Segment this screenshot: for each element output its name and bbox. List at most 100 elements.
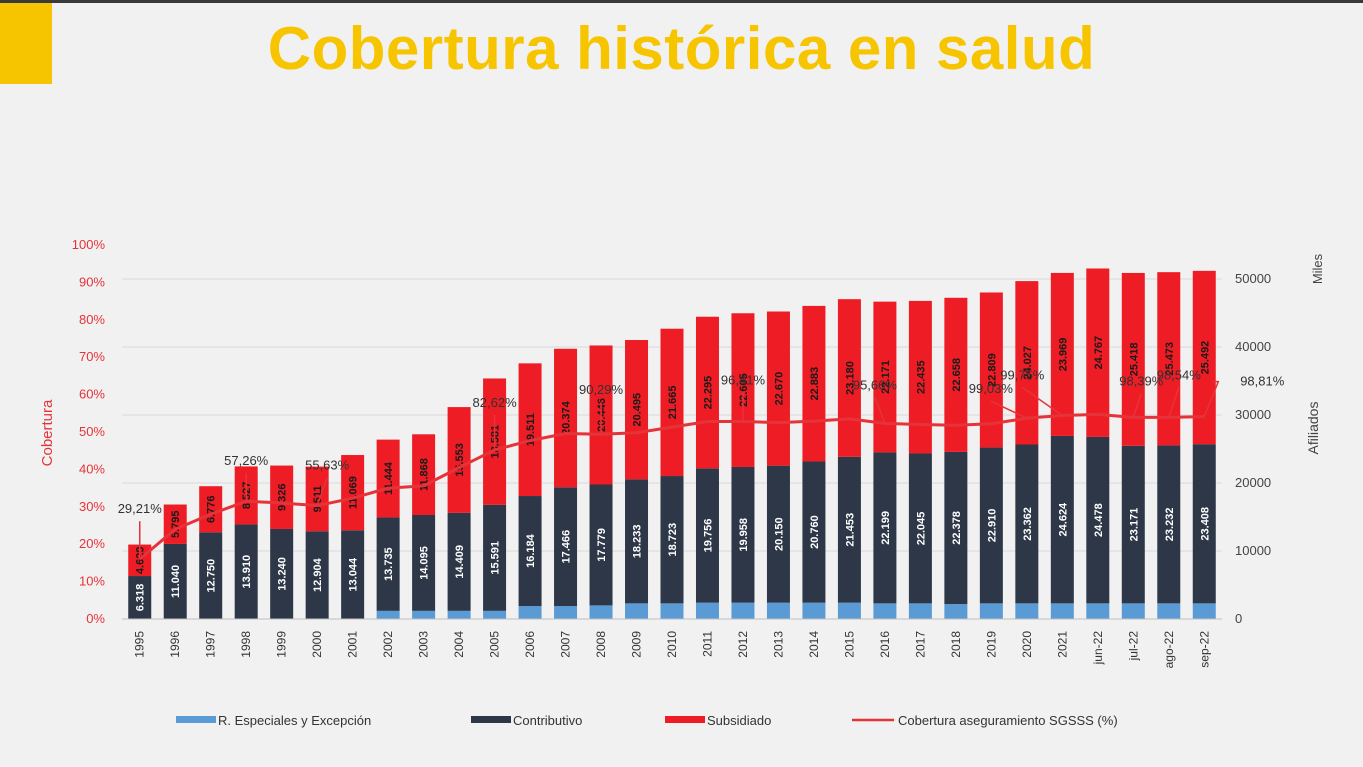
coverage-annotation: 95,66% [853,377,898,392]
bar-subsidiado [731,313,755,467]
bar-subsidiado [979,292,1003,448]
bar-especiales [412,610,436,619]
label-subsidiado: 22.883 [809,367,821,401]
category-label: 2019 [984,631,998,658]
bar-contributivo [1121,445,1145,604]
bar-subsidiado [873,301,897,453]
bar-contributivo [766,465,790,603]
coverage-annotation: 98,81% [1240,374,1285,389]
category-label: 2016 [878,631,892,658]
label-subsidiado: 22.670 [773,372,785,406]
label-contributivo: 20.150 [773,517,785,551]
annotation-leader [1021,386,1063,417]
label-subsidiado: 25.492 [1199,341,1211,375]
bar-especiales [979,603,1003,619]
label-contributivo: 13.044 [348,557,360,592]
bar-contributivo [1015,444,1039,604]
bar-especiales [1121,603,1145,619]
annotation-leader [1168,387,1180,418]
bar-subsidiado [554,348,578,488]
label-contributivo: 21.453 [844,513,856,547]
label-contributivo: 23.232 [1164,508,1176,542]
bar-especiales [1157,603,1181,619]
coverage-annotation: 99,03% [969,381,1014,396]
bar-subsidiado [944,297,968,452]
bar-especiales [518,606,542,619]
bar-contributivo [695,468,719,603]
bar-especiales [554,606,578,619]
right-axis-tick: 10000 [1235,543,1271,558]
label-subsidiado: 9.326 [277,483,289,511]
right-axis-tick: 30000 [1235,407,1271,422]
label-subsidiado: 22.171 [880,360,892,394]
page-title: Cobertura histórica en salud [267,15,1096,82]
category-label: 2014 [807,631,821,658]
left-axis-tick: 50% [79,424,105,439]
legend-label-especiales: R. Especiales y Excepción [218,713,371,728]
label-contributivo: 12.750 [206,559,218,593]
label-subsidiado: 20.495 [632,393,644,427]
bar-contributivo [234,524,258,619]
left-axis-tick: 40% [79,461,105,476]
bar-contributivo [518,496,542,607]
right-axis-tick: 0 [1235,611,1242,626]
accent-block [0,3,52,84]
category-label: 2000 [310,631,324,658]
label-subsidiado: 22.605 [738,373,750,407]
bar-contributivo [199,532,223,619]
category-label: 2013 [771,631,785,658]
left-axis-tick: 60% [79,387,105,402]
bar-subsidiado [660,328,684,477]
category-label: 2010 [665,631,679,658]
bar-especiales [1086,603,1110,619]
label-contributivo: 23.362 [1022,507,1034,541]
bar-especiales [447,610,471,619]
label-subsidiado: 21.665 [667,386,679,420]
coverage-annotation: 57,26% [224,453,269,468]
right-axis-unit: Miles [1310,253,1325,284]
bar-contributivo [837,456,861,603]
legend-swatch-especiales [176,716,216,723]
bar-especiales [944,604,968,619]
category-label: 2015 [842,631,856,658]
annotation-leader [1203,380,1220,417]
coverage-annotation: 90,29% [579,382,624,397]
label-contributivo: 18.723 [667,523,679,557]
coverage-annotation: 99,75% [1000,368,1045,383]
coverage-annotation: 82,62% [473,395,518,410]
category-label: 2012 [736,631,750,658]
label-subsidiado: 24.767 [1093,336,1105,370]
label-subsidiado: 24.027 [1022,346,1034,380]
label-subsidiado: 18.581 [490,425,502,459]
bar-contributivo [660,476,684,604]
label-subsidiado: 20.374 [561,400,573,435]
annotation-leader [316,477,328,506]
label-subsidiado: 25.418 [1128,343,1140,377]
bar-subsidiado [305,466,329,532]
annotation-leader [874,397,886,424]
label-contributivo: 23.171 [1128,508,1140,542]
bar-subsidiado [837,299,861,457]
label-contributivo: 13.240 [277,557,289,591]
category-label: jun-22 [1091,631,1105,666]
label-contributivo: 6.318 [135,584,147,612]
category-label: 1997 [204,631,218,658]
bar-especiales [376,610,400,619]
bar-subsidiado [270,465,294,529]
bar-especiales [908,603,932,619]
legend-swatch-contributivo [471,716,511,723]
bar-especiales [766,602,790,619]
label-contributivo: 15.591 [490,541,502,575]
left-axis-tick: 100% [72,237,106,252]
bar-contributivo [1157,445,1181,604]
bar-subsidiado [518,363,542,497]
coverage-annotation: 29,21% [118,501,163,516]
bar-contributivo [944,451,968,605]
label-contributivo: 11.040 [170,565,182,598]
bar-especiales [589,605,613,619]
label-contributivo: 22.199 [880,511,892,545]
category-label: 2017 [913,631,927,658]
legend-swatch-subsidiado [665,716,705,723]
bar-contributivo [802,461,826,603]
label-subsidiado: 23.969 [1057,338,1069,372]
